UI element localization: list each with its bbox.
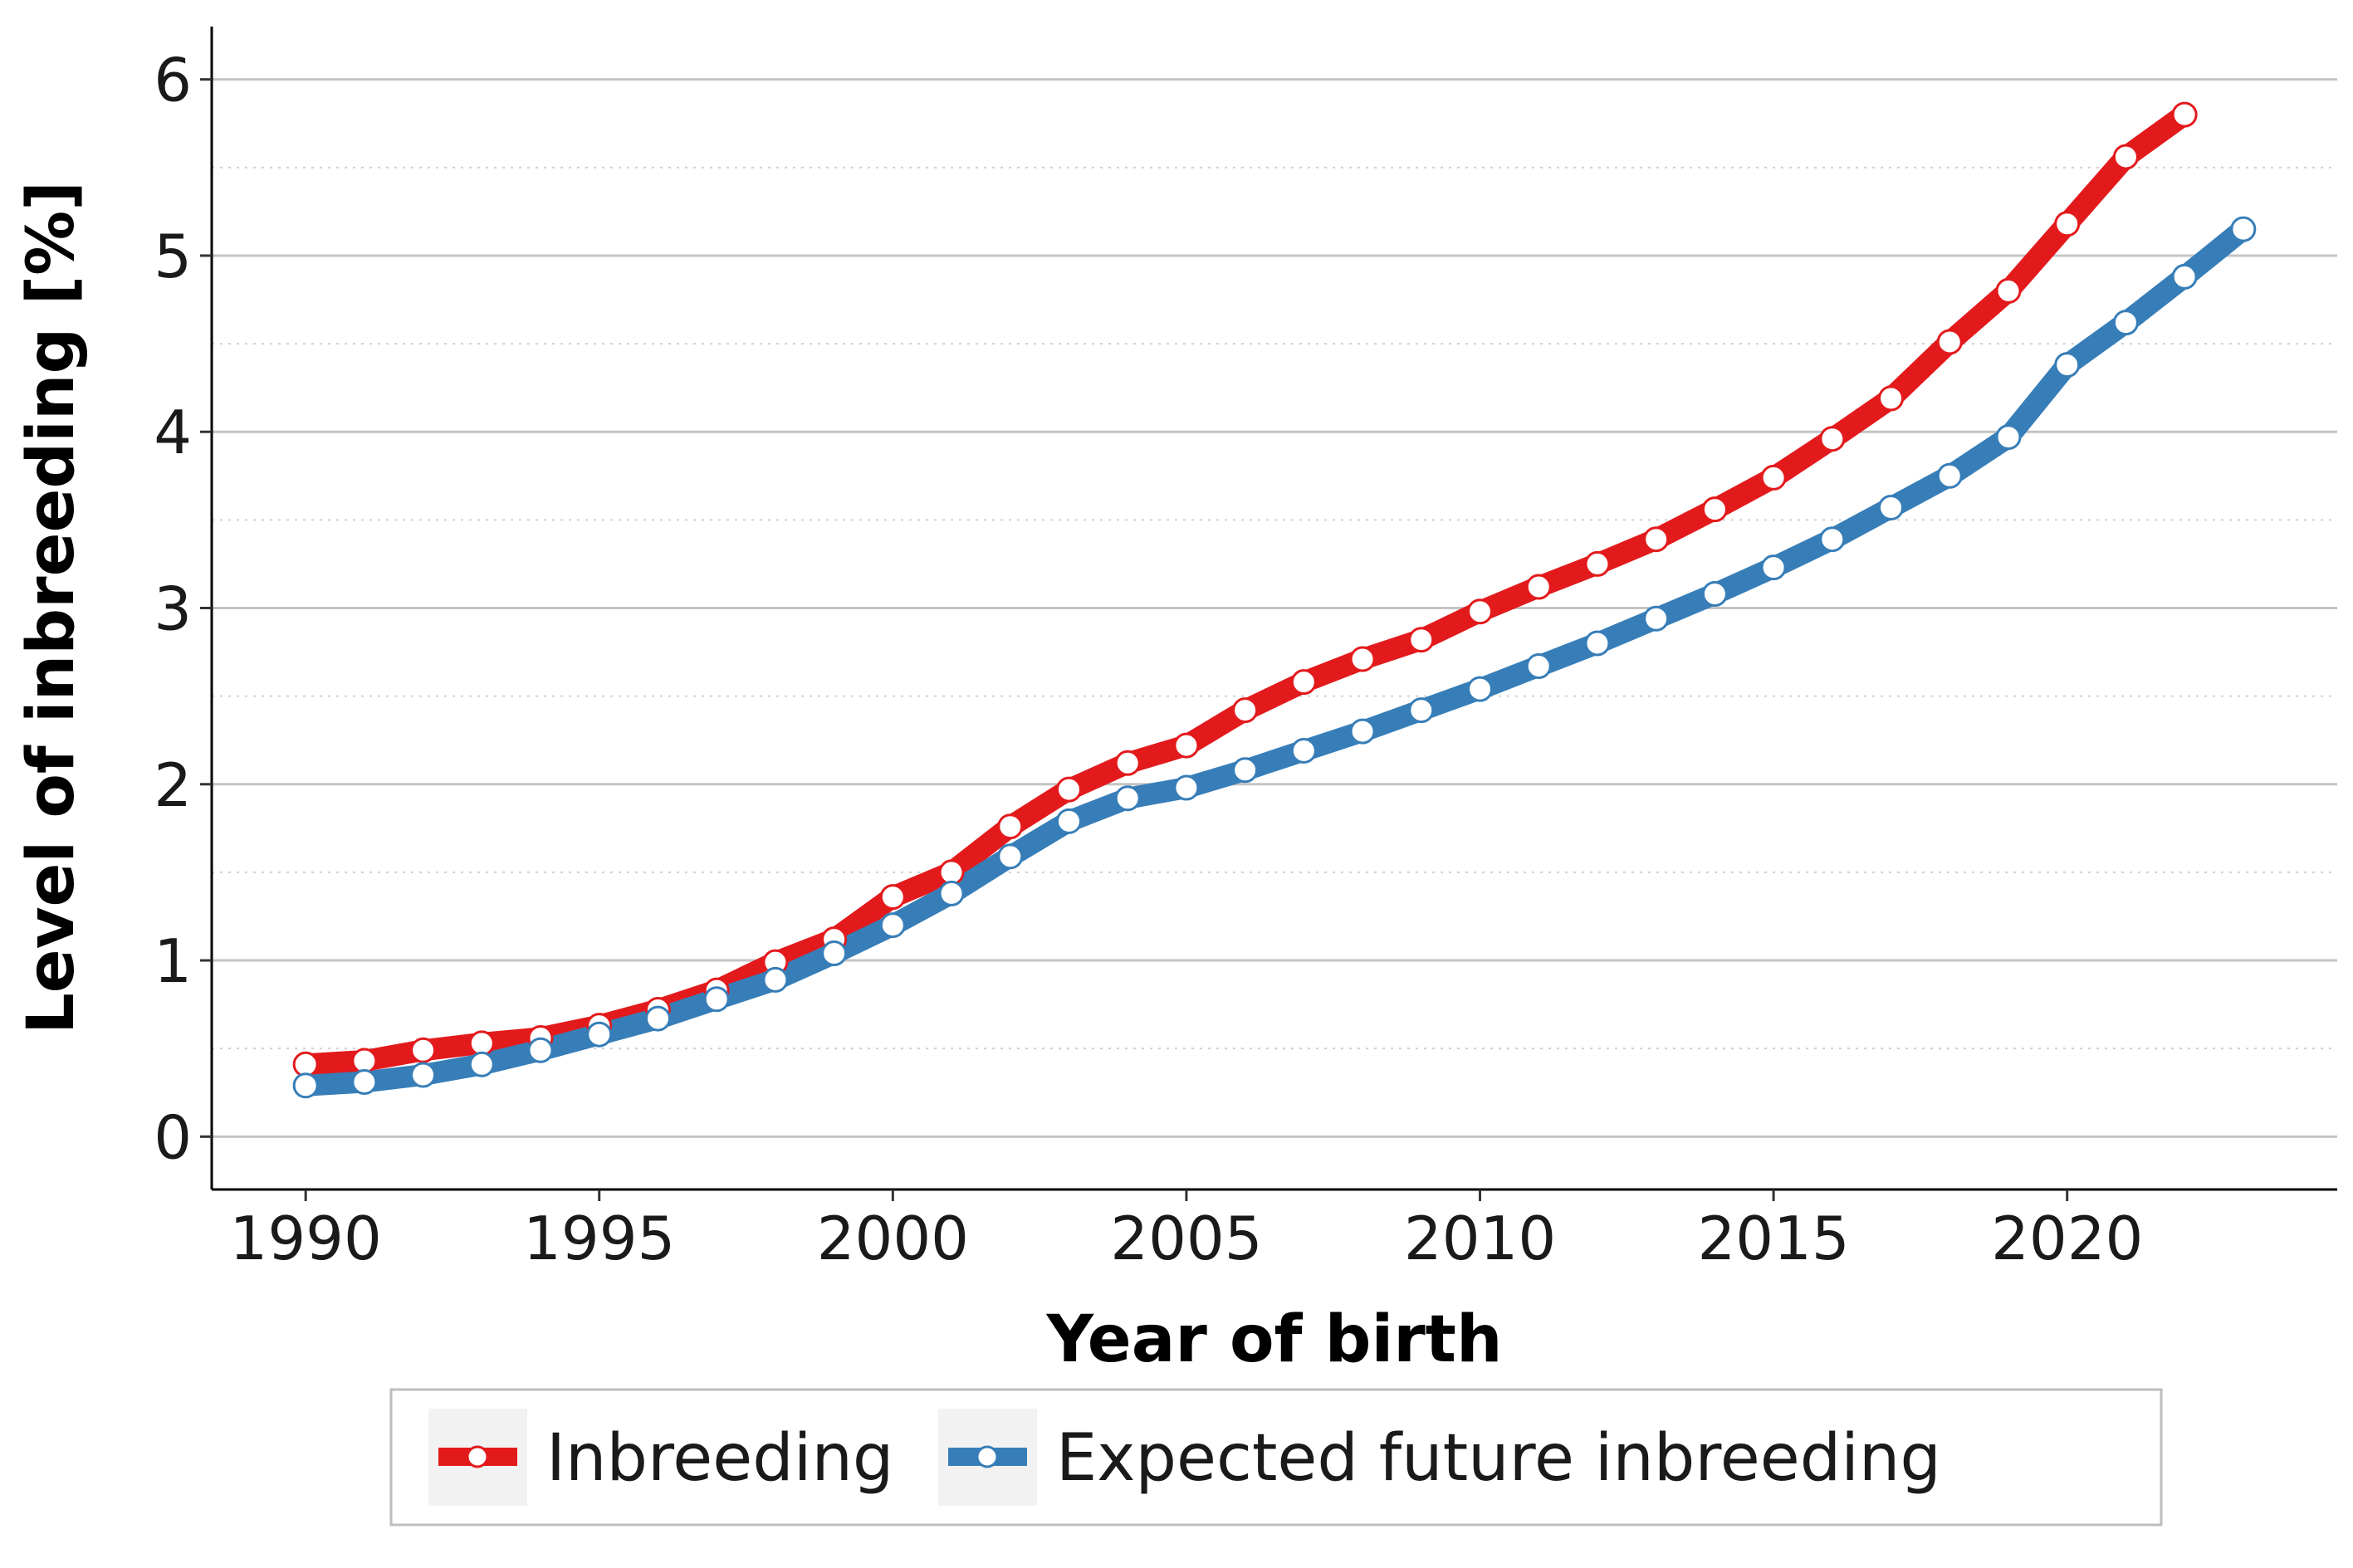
data-point-expected-future-inbreeding <box>1878 495 1905 521</box>
data-point-inbreeding <box>1819 426 1846 452</box>
data-point-expected-future-inbreeding <box>1173 774 1200 801</box>
series-layer <box>292 101 2257 1099</box>
legend: Inbreeding Expected future inbreeding <box>389 1388 2163 1526</box>
data-point-inbreeding <box>1878 385 1905 412</box>
data-point-inbreeding <box>468 1030 495 1057</box>
data-point-inbreeding <box>1114 750 1141 776</box>
x-tick-label: 2010 <box>1404 1204 1556 1273</box>
data-point-expected-future-inbreeding <box>1995 424 2022 451</box>
x-tick-label: 1990 <box>230 1204 382 1273</box>
data-point-expected-future-inbreeding <box>644 1005 671 1032</box>
data-point-expected-future-inbreeding <box>1232 757 1259 784</box>
data-point-expected-future-inbreeding <box>762 966 789 993</box>
data-point-expected-future-inbreeding <box>1584 630 1611 657</box>
y-tick-label: 2 <box>154 750 192 820</box>
data-point-inbreeding <box>1584 550 1611 577</box>
x-tick-label: 2000 <box>817 1204 969 1273</box>
data-point-expected-future-inbreeding <box>1467 676 1494 702</box>
data-point-expected-future-inbreeding <box>1114 785 1141 812</box>
data-point-inbreeding <box>1349 646 1376 672</box>
data-point-expected-future-inbreeding <box>2230 216 2257 242</box>
y-tick-label: 4 <box>154 398 192 467</box>
y-tick-label: 1 <box>154 926 192 996</box>
legend-key-expected-marker <box>976 1445 999 1468</box>
data-point-expected-future-inbreeding <box>1819 526 1846 553</box>
data-point-expected-future-inbreeding <box>1055 808 1082 834</box>
data-point-expected-future-inbreeding <box>821 940 848 967</box>
y-tick-label: 6 <box>154 46 192 115</box>
data-point-expected-future-inbreeding <box>1290 737 1317 764</box>
y-tick-label: 3 <box>154 574 192 644</box>
data-point-expected-future-inbreeding <box>703 986 730 1013</box>
data-point-inbreeding <box>1525 574 1552 600</box>
data-point-expected-future-inbreeding <box>997 843 1024 870</box>
x-tick-label: 2020 <box>1991 1204 2143 1273</box>
data-point-expected-future-inbreeding <box>1936 462 1963 489</box>
data-point-inbreeding <box>410 1037 437 1063</box>
data-point-inbreeding <box>2171 101 2198 128</box>
data-point-inbreeding <box>1232 697 1259 724</box>
legend-key-inbreeding-marker <box>466 1445 489 1468</box>
data-point-expected-future-inbreeding <box>1760 554 1787 581</box>
data-point-inbreeding <box>1701 496 1728 523</box>
data-point-inbreeding <box>351 1048 378 1074</box>
data-point-inbreeding <box>2112 144 2139 170</box>
data-point-expected-future-inbreeding <box>1408 697 1435 724</box>
data-point-expected-future-inbreeding <box>2171 263 2198 290</box>
y-tick-label: 5 <box>154 222 192 291</box>
y-tick-label: 0 <box>154 1102 192 1172</box>
data-point-expected-future-inbreeding <box>1643 605 1670 632</box>
data-point-inbreeding <box>2054 211 2081 237</box>
data-point-inbreeding <box>1643 526 1670 553</box>
data-point-inbreeding <box>1290 669 1317 696</box>
data-point-expected-future-inbreeding <box>586 1021 613 1048</box>
data-point-expected-future-inbreeding <box>2112 310 2139 336</box>
data-point-inbreeding <box>292 1051 319 1077</box>
series-line-expected-future-inbreeding <box>295 218 2254 1097</box>
data-point-inbreeding <box>1408 627 1435 653</box>
data-point-inbreeding <box>1936 329 1963 355</box>
x-axis-title: Year of birth <box>1045 1302 1502 1377</box>
data-point-inbreeding <box>938 859 965 886</box>
x-tick-label: 2005 <box>1110 1204 1262 1273</box>
grid <box>212 78 2337 1138</box>
data-point-expected-future-inbreeding <box>292 1072 319 1099</box>
data-point-expected-future-inbreeding <box>938 880 965 906</box>
data-point-inbreeding <box>1173 732 1200 759</box>
data-point-expected-future-inbreeding <box>527 1037 554 1063</box>
data-point-expected-future-inbreeding <box>879 912 906 939</box>
data-point-expected-future-inbreeding <box>351 1069 378 1096</box>
legend-box <box>389 1388 2163 1526</box>
legend-label-inbreeding: Inbreeding <box>546 1421 893 1496</box>
data-point-inbreeding <box>879 884 906 911</box>
data-point-expected-future-inbreeding <box>468 1051 495 1077</box>
data-point-inbreeding <box>997 813 1024 840</box>
data-point-expected-future-inbreeding <box>1349 718 1376 745</box>
x-tick-label: 1995 <box>523 1204 675 1273</box>
ticks: 0 1 2 3 4 5 6 1990 1995 2000 2005 2010 2015 2020 <box>154 46 2143 1273</box>
data-point-expected-future-inbreeding <box>1701 581 1728 608</box>
data-point-expected-future-inbreeding <box>410 1062 437 1088</box>
x-tick-label: 2015 <box>1697 1204 1849 1273</box>
data-point-inbreeding <box>1055 776 1082 803</box>
data-point-expected-future-inbreeding <box>2054 352 2081 379</box>
data-point-inbreeding <box>1760 464 1787 491</box>
y-axis-title: Level of inbreeding [%] <box>14 181 89 1034</box>
data-point-inbreeding <box>1467 598 1494 625</box>
data-point-expected-future-inbreeding <box>1525 653 1552 680</box>
legend-label-expected-future-inbreeding: Expected future inbreeding <box>1056 1421 1941 1496</box>
data-point-inbreeding <box>1995 277 2022 304</box>
